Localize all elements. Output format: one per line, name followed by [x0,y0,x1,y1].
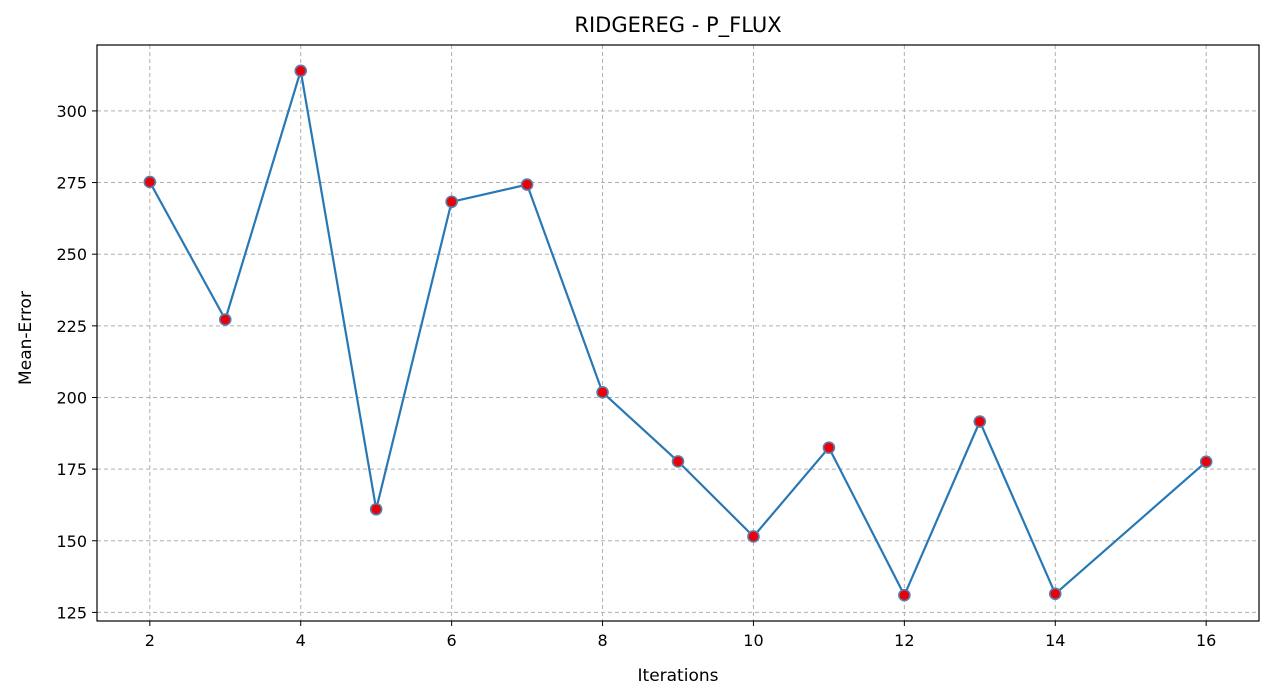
y-tick-label: 125 [56,603,87,622]
data-point [596,386,609,399]
data-point [445,195,458,209]
y-axis-label: Mean-Error [16,291,36,385]
x-axis-ticks: 2 4 6 8 10 12 14 16 [145,621,1216,650]
data-point [1048,587,1062,601]
y-tick-label: 275 [56,174,87,193]
data-point [747,530,760,543]
series-group [143,64,1213,602]
data-point [218,313,232,326]
x-tick-label: 16 [1196,631,1216,650]
y-tick-label: 250 [56,245,87,264]
y-tick-label: 300 [56,102,87,121]
data-point [520,178,534,191]
x-tick-label: 6 [447,631,457,650]
y-tick-label: 150 [56,532,87,551]
data-point [898,588,911,602]
data-point [1199,455,1213,468]
x-tick-label: 4 [296,631,306,650]
data-point [973,415,987,428]
x-tick-label: 8 [597,631,607,650]
data-point [822,441,836,454]
data-point [294,64,308,78]
x-tick-label: 2 [145,631,155,650]
grid [97,45,1259,621]
x-tick-label: 14 [1045,631,1065,650]
series-line [148,69,1207,597]
y-tick-label: 200 [56,388,87,407]
y-tick-label: 225 [56,317,87,336]
plot-frame [96,44,1260,622]
y-tick-label: 175 [56,460,87,479]
data-point [143,175,157,189]
x-tick-label: 12 [894,631,914,650]
data-point [671,455,685,468]
y-axis-ticks: 125 150 175 200 225 250 275 300 [56,102,97,622]
x-axis-label: Iterations [638,666,719,686]
data-point [369,502,383,516]
x-tick-label: 10 [743,631,763,650]
chart-title: RIDGEREG - P_FLUX [574,13,781,38]
